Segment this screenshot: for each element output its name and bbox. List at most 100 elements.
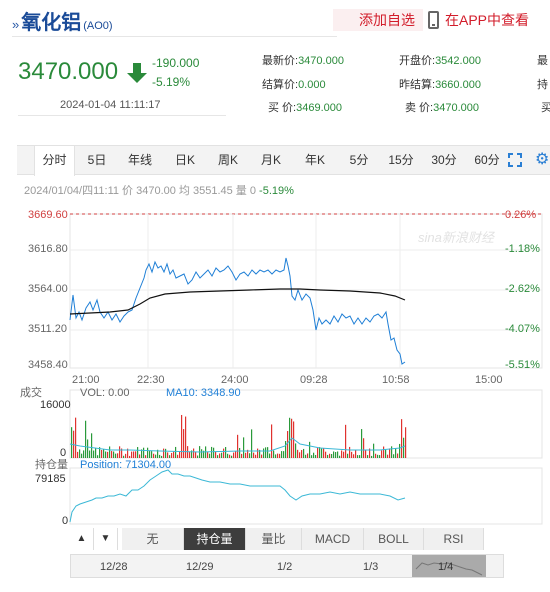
volume-bar — [301, 450, 303, 458]
field-bid: 买 价:3469.000 — [268, 102, 343, 114]
tab-15min[interactable]: 15分 — [388, 153, 414, 167]
volume-bar — [163, 448, 165, 458]
scroll-up-button[interactable]: ▲ — [70, 528, 94, 550]
volume-bar — [265, 447, 267, 458]
view-in-app-button[interactable]: 在APP中查看 — [428, 9, 529, 31]
watermark: sina新浪财经 — [418, 230, 496, 245]
price-change-pct: -5.19% — [152, 75, 191, 89]
nav-date[interactable]: 1/3 — [363, 561, 379, 573]
volume-bar — [167, 452, 169, 458]
volume-bar — [251, 429, 253, 458]
volume-bar — [393, 454, 395, 458]
indicator-tab-boll[interactable]: BOLL — [364, 528, 424, 550]
volume-bar — [77, 451, 79, 458]
volume-bar — [311, 455, 313, 458]
volume-bar — [115, 453, 117, 458]
volume-bar — [103, 449, 105, 458]
indicator-tab-rsi[interactable]: RSI — [424, 528, 484, 550]
volume-bar — [267, 447, 269, 458]
nav-date[interactable]: 1/4 — [438, 561, 454, 573]
volume-bar — [379, 455, 381, 458]
indicator-tab-volume-ratio[interactable]: 量比 — [246, 528, 302, 550]
tab-60min[interactable]: 60分 — [474, 153, 500, 167]
volume-bar — [201, 449, 203, 458]
volume-bar — [183, 429, 185, 458]
scroll-down-button[interactable]: ▼ — [94, 528, 118, 550]
volume-bar — [381, 450, 383, 458]
nav-window-handle[interactable]: 1/4 — [412, 555, 486, 577]
volume-bar — [333, 451, 335, 458]
field-last-price: 最新价:3470.000 — [262, 55, 344, 67]
down-arrow-icon — [127, 63, 147, 83]
volume-bar — [295, 443, 297, 458]
volume-bar — [305, 454, 307, 458]
volume-bar — [91, 433, 93, 458]
volume-bar — [371, 455, 373, 458]
volume-bar — [357, 455, 359, 458]
intraday-chart[interactable]: sina新浪财经 3669.60 3616.80 3564.00 3511.20… — [0, 200, 550, 528]
price-tick: 3564.00 — [28, 283, 68, 295]
add-watchlist-button[interactable]: 添加自选 — [333, 9, 423, 31]
tab-30min[interactable]: 30分 — [431, 153, 457, 167]
tab-yearly-k[interactable]: 年K — [304, 153, 325, 167]
indicator-tab-macd[interactable]: MACD — [302, 528, 364, 550]
open-interest-line — [69, 469, 406, 523]
period-tabs: 分时 5日 年线 日K 周K 月K 年K 5分 15分 30分 60分 ⚙ — [17, 145, 550, 176]
volume-bar — [97, 455, 99, 458]
pct-tick: -1.18% — [505, 243, 540, 255]
cursor-quote-pct: -5.19% — [259, 185, 294, 197]
indicator-tab-open-interest[interactable]: 持仓量 — [184, 528, 246, 550]
volume-bar — [221, 452, 223, 458]
tab-5day[interactable]: 5日 — [87, 153, 107, 167]
volume-bar — [377, 454, 379, 458]
volume-bar — [383, 446, 385, 458]
price-tick: 3669.60 — [28, 209, 68, 221]
page-title: 氧化铝 — [21, 12, 82, 34]
volume-bar — [263, 448, 265, 458]
nav-date[interactable]: 12/28 — [100, 561, 128, 573]
volume-bar — [399, 443, 401, 458]
volume-bar — [321, 448, 323, 458]
volume-bar — [269, 453, 271, 458]
volume-bar — [273, 450, 275, 458]
price-tick: 3616.80 — [28, 243, 68, 255]
price-line — [69, 257, 406, 365]
volume-bar — [141, 449, 143, 458]
cursor-quote-text: 2024/01/04/四11:11 价 3470.00 均 3551.45 量 … — [24, 185, 256, 197]
field-bid-vol: 买 — [541, 102, 550, 114]
symbol-code: (AO0) — [83, 20, 113, 32]
gear-icon[interactable]: ⚙ — [535, 151, 550, 168]
tab-year-line[interactable]: 年线 — [127, 153, 152, 167]
tab-weekly-k[interactable]: 周K — [217, 153, 238, 167]
volume-bar — [319, 447, 321, 458]
volume-bar — [235, 451, 237, 458]
nav-date[interactable]: 12/29 — [186, 561, 214, 573]
volume-bar — [391, 446, 393, 458]
tab-5min[interactable]: 5分 — [349, 153, 369, 167]
time-tick: 15:00 — [475, 374, 503, 386]
volume-bar — [171, 452, 173, 458]
fullscreen-icon[interactable] — [508, 153, 522, 167]
volume-ma-line — [69, 437, 406, 453]
tab-monthly-k[interactable]: 月K — [260, 153, 281, 167]
volume-bar — [85, 420, 87, 458]
volume-bar — [137, 447, 139, 458]
field-open: 开盘价:3542.000 — [399, 55, 481, 67]
volume-bar — [229, 454, 231, 458]
field-prev-settle: 昨结算:3660.000 — [399, 79, 481, 91]
volume-bar — [297, 449, 299, 458]
tab-intraday[interactable]: 分时 — [34, 146, 75, 176]
volume-bar — [327, 454, 329, 458]
volume-bar — [341, 450, 343, 458]
indicator-tab-none[interactable]: 无 — [122, 528, 184, 550]
date-navigator[interactable]: 12/28 12/29 1/2 1/3 1/4 — [70, 554, 504, 578]
tab-daily-k[interactable]: 日K — [174, 153, 195, 167]
cursor-quote-line: 2024/01/04/四11:11 价 3470.00 均 3551.45 量 … — [24, 182, 294, 198]
volume-bar — [225, 446, 227, 458]
volume-bar — [275, 454, 277, 458]
volume-bar — [385, 449, 387, 458]
oi-label: Position: 71304.00 — [80, 459, 171, 471]
volume-bar — [227, 453, 229, 458]
volume-bar — [153, 453, 155, 458]
nav-date[interactable]: 1/2 — [277, 561, 293, 573]
